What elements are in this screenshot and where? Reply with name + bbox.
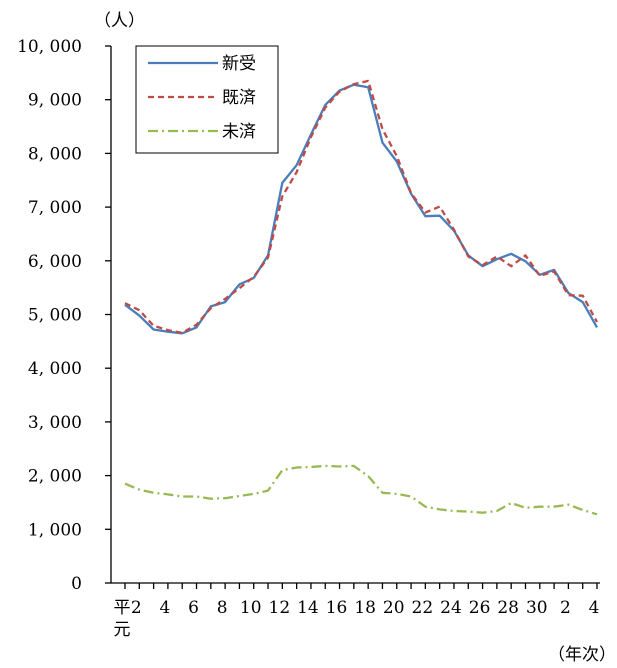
legend-label: 未済: [222, 122, 256, 142]
x-tick-label: 18: [354, 598, 376, 618]
x-tick-label: 8: [217, 598, 228, 618]
legend-label: 既済: [222, 88, 256, 108]
y-tick-label: 5, 000: [28, 306, 82, 326]
y-tick-label: 2, 000: [28, 467, 82, 487]
x-tick-label: 4: [589, 598, 600, 618]
x-tick-label: 4: [159, 598, 170, 618]
y-tick-label: 7, 000: [28, 198, 82, 218]
y-tick-label: 8, 000: [28, 144, 82, 164]
x-axis-label: （年次）: [548, 645, 616, 665]
y-tick-label: 9, 000: [28, 91, 82, 111]
y-tick-label: 0: [71, 574, 82, 594]
y-tick-label: 1, 000: [28, 520, 82, 540]
y-tick-label: 6, 000: [28, 252, 82, 272]
x-tick-label: 6: [188, 598, 199, 618]
y-tick-label: 3, 000: [28, 413, 82, 433]
plot-area: [124, 79, 599, 516]
legend-label: 新受: [222, 54, 256, 74]
y-tick-label: 10, 000: [17, 37, 82, 57]
x-tick-label: 2: [560, 598, 571, 618]
x-tick-label: 12: [269, 598, 291, 618]
series-line: [124, 79, 599, 334]
x-tick-label: 10: [240, 598, 262, 618]
x-tick-label: 28: [497, 598, 519, 618]
series-line: [124, 464, 598, 516]
y-axis-label: （人）: [94, 11, 145, 31]
x-tick-label: 24: [440, 598, 462, 618]
y-tick-label: 4, 000: [28, 359, 82, 379]
x-tick-label: 14: [297, 598, 319, 618]
x-tick-label: 平: [114, 598, 131, 618]
x-tick-label: 26: [469, 598, 491, 618]
x-tick-label: 22: [412, 598, 434, 618]
x-axis: 平元2 4 6 8 10 12 14 16 18 20 22 24 26 28 30 2 4: [111, 582, 600, 640]
x-tick-label: 2: [131, 598, 142, 618]
x-tick-label: 16: [326, 598, 348, 618]
x-tick-label: 30: [526, 598, 548, 618]
y-axis: 0 1, 000 2, 000 3, 000 4, 000 5, 000 6, 000 7, …: [17, 37, 112, 594]
x-tick-label: 20: [383, 598, 405, 618]
x-tick-label: 元: [114, 620, 131, 640]
